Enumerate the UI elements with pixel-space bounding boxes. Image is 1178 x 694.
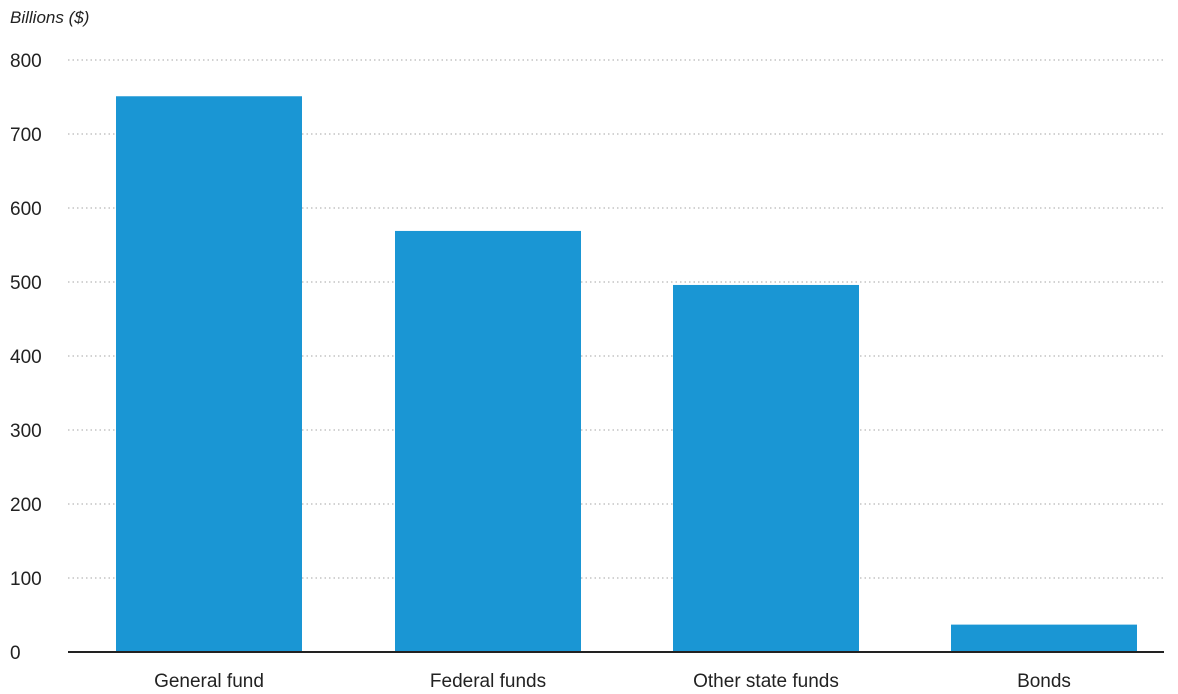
x-category-label: Federal funds bbox=[430, 671, 546, 692]
y-tick-label: 300 bbox=[10, 421, 42, 442]
x-category-label: Other state funds bbox=[693, 671, 839, 692]
y-tick-label: 600 bbox=[10, 199, 42, 220]
y-tick-label: 700 bbox=[10, 125, 42, 146]
y-tick-label: 800 bbox=[10, 51, 42, 72]
y-tick-label: 0 bbox=[10, 643, 21, 664]
bars bbox=[116, 96, 1137, 652]
y-tick-label: 200 bbox=[10, 495, 42, 516]
bar-other-state-funds bbox=[673, 284, 859, 652]
y-axis-label: Billions ($) bbox=[10, 8, 90, 27]
y-tick-label: 500 bbox=[10, 273, 42, 294]
bar-general-fund bbox=[116, 96, 302, 652]
x-category-label: Bonds bbox=[1017, 671, 1071, 692]
x-category-label: General fund bbox=[154, 671, 264, 692]
bar-federal-funds bbox=[395, 230, 581, 652]
y-axis-ticks: 0 100 200 300 400 500 600 700 800 bbox=[10, 51, 42, 664]
y-tick-label: 100 bbox=[10, 569, 42, 590]
y-tick-label: 400 bbox=[10, 347, 42, 368]
x-axis-labels: General fund Federal funds Other state fun… bbox=[154, 671, 1071, 692]
bar-bonds bbox=[951, 624, 1137, 652]
